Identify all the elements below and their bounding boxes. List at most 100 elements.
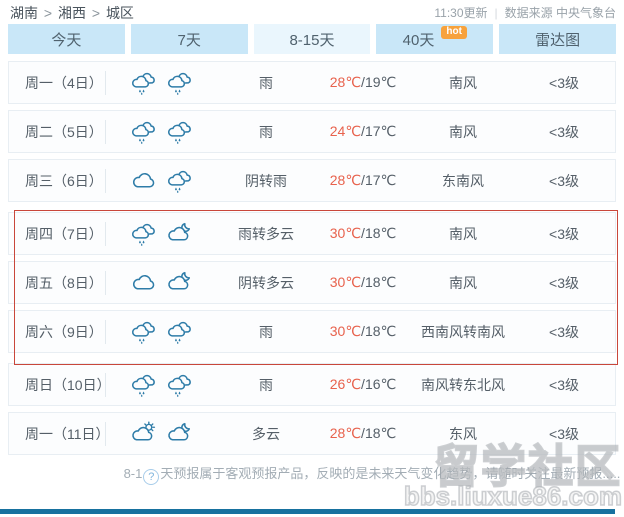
temp-low: 17℃ [364, 172, 397, 188]
rain-cloud-icon [167, 319, 194, 345]
forecast-row: 周五（8日） 阴转多云 30℃/18℃ 南风 <3级 [8, 261, 616, 304]
day-label: 周一（4日） [25, 74, 103, 91]
weather-icons [106, 168, 219, 194]
temp-separator: / [361, 274, 365, 290]
cloud-icon [131, 270, 158, 296]
breadcrumb-item[interactable]: 城区 [105, 4, 134, 21]
weather-icons [106, 119, 219, 145]
bottom-bar [0, 509, 615, 514]
wind-direction: 东风 [449, 425, 477, 442]
temp-high: 30℃ [329, 274, 362, 290]
weather-text: 多云 [252, 425, 280, 442]
disclaimer-text: 天预报属于客观预报产品，反映的是未来天气变化趋势，请随时关注最新预报..... [160, 466, 621, 481]
cloud-icon [131, 168, 158, 194]
forecast-disclaimer: 8-1? 天预报属于客观预报产品，反映的是未来天气变化趋势，请随时关注最新预报..… [0, 463, 624, 485]
rain-cloud-icon [167, 119, 194, 145]
temp-high: 30℃ [329, 323, 362, 339]
day-label: 周日（10日） [25, 376, 111, 393]
tab-label: 7天 [177, 31, 201, 49]
wind-direction: 南风 [449, 225, 477, 242]
data-source: 数据来源 中央气象台 [504, 6, 616, 20]
tab-40天[interactable]: 40天 hot [376, 24, 494, 54]
temperature: 30℃/18℃ [313, 323, 413, 340]
temp-low: 17℃ [364, 123, 397, 139]
temp-separator: / [361, 172, 365, 188]
tab-label: 40天 [402, 31, 435, 49]
tab-label: 今天 [51, 31, 82, 49]
cloud-moon-icon [167, 270, 194, 296]
watermark-url: bbs.liuxue86.com [403, 481, 623, 511]
rain-cloud-icon [131, 319, 158, 345]
temp-low: 18℃ [364, 274, 397, 290]
wind-level: <3级 [549, 74, 579, 91]
forecast-tabs: 今天 7天 8-15天 40天 hot 雷达图 [8, 24, 616, 54]
cloud-moon-icon [167, 221, 194, 247]
wind-level: <3级 [549, 225, 579, 242]
temp-separator: / [361, 376, 365, 392]
disclaimer-prefix: 8-1 [123, 466, 143, 481]
breadcrumb: 湖南 > 湘西 > 城区 [10, 3, 134, 23]
temp-low: 18℃ [364, 425, 397, 441]
weather-text: 阴转雨 [245, 172, 287, 189]
day-label: 周六（9日） [25, 323, 103, 340]
tab-今天[interactable]: 今天 [8, 24, 125, 54]
weather-text: 雨 [259, 123, 273, 140]
temp-separator: / [361, 123, 365, 139]
weather-text: 阴转多云 [238, 274, 294, 291]
tab-雷达图[interactable]: 雷达图 [499, 24, 616, 54]
meta-divider: | [494, 5, 498, 20]
wind-direction: 西南风转南风 [421, 323, 505, 340]
rain-cloud-icon [167, 70, 194, 96]
forecast-row: 周三（6日） 阴转雨 28℃/17℃ 东南风 <3级 [8, 159, 616, 202]
row-divider [105, 270, 106, 295]
weather-text: 雨 [259, 376, 273, 393]
temp-low: 18℃ [364, 225, 397, 241]
day-label: 周三（6日） [25, 172, 103, 189]
temperature: 26℃/16℃ [313, 376, 413, 393]
forecast-list: 周一（4日） 雨 28℃/19℃ 南风 <3级 周二（5日） 雨 24℃/17℃… [8, 61, 616, 455]
header-meta: 11:30更新 | 数据来源 中央气象台 [434, 4, 616, 21]
day-label: 周四（7日） [25, 225, 103, 242]
wind-direction: 南风转东北风 [421, 376, 505, 393]
wind-level: <3级 [549, 172, 579, 189]
weather-text: 雨转多云 [238, 225, 294, 242]
weather-icons [106, 270, 219, 296]
temperature: 28℃/18℃ [313, 425, 413, 442]
row-divider [105, 168, 106, 193]
weather-icons [106, 372, 219, 398]
weather-icons [106, 421, 219, 447]
wind-direction: 南风 [449, 274, 477, 291]
day-label: 周二（5日） [25, 123, 103, 140]
wind-level: <3级 [549, 376, 579, 393]
wind-level: <3级 [549, 425, 579, 442]
breadcrumb-separator: > [40, 4, 56, 21]
tab-7天[interactable]: 7天 [130, 24, 248, 54]
wind-direction: 东南风 [442, 172, 484, 189]
rain-cloud-icon [131, 221, 158, 247]
wind-direction: 南风 [449, 74, 477, 91]
breadcrumb-item[interactable]: 湘西 [57, 4, 86, 21]
row-divider [105, 319, 106, 344]
tab-8-15天[interactable]: 8-15天 [253, 24, 371, 54]
help-icon[interactable]: ? [143, 469, 160, 485]
wind-level: <3级 [549, 323, 579, 340]
weather-icons [106, 70, 219, 96]
temp-high: 28℃ [329, 172, 362, 188]
weather-text: 雨 [259, 323, 273, 340]
rain-cloud-icon [131, 372, 158, 398]
row-divider [105, 372, 106, 397]
temperature: 30℃/18℃ [313, 274, 413, 291]
weather-icons [106, 221, 219, 247]
day-label: 周五（8日） [25, 274, 103, 291]
rain-cloud-icon [131, 70, 158, 96]
temperature: 30℃/18℃ [313, 225, 413, 242]
rain-cloud-icon [167, 168, 194, 194]
forecast-row: 周二（5日） 雨 24℃/17℃ 南风 <3级 [8, 110, 616, 153]
cloud-moon-icon [167, 421, 194, 447]
breadcrumb-item[interactable]: 湖南 [10, 4, 38, 21]
day-label: 周一（11日） [25, 425, 110, 442]
temp-separator: / [361, 74, 365, 90]
forecast-row: 周四（7日） 雨转多云 30℃/18℃ 南风 <3级 [8, 212, 616, 255]
rain-cloud-icon [131, 119, 158, 145]
